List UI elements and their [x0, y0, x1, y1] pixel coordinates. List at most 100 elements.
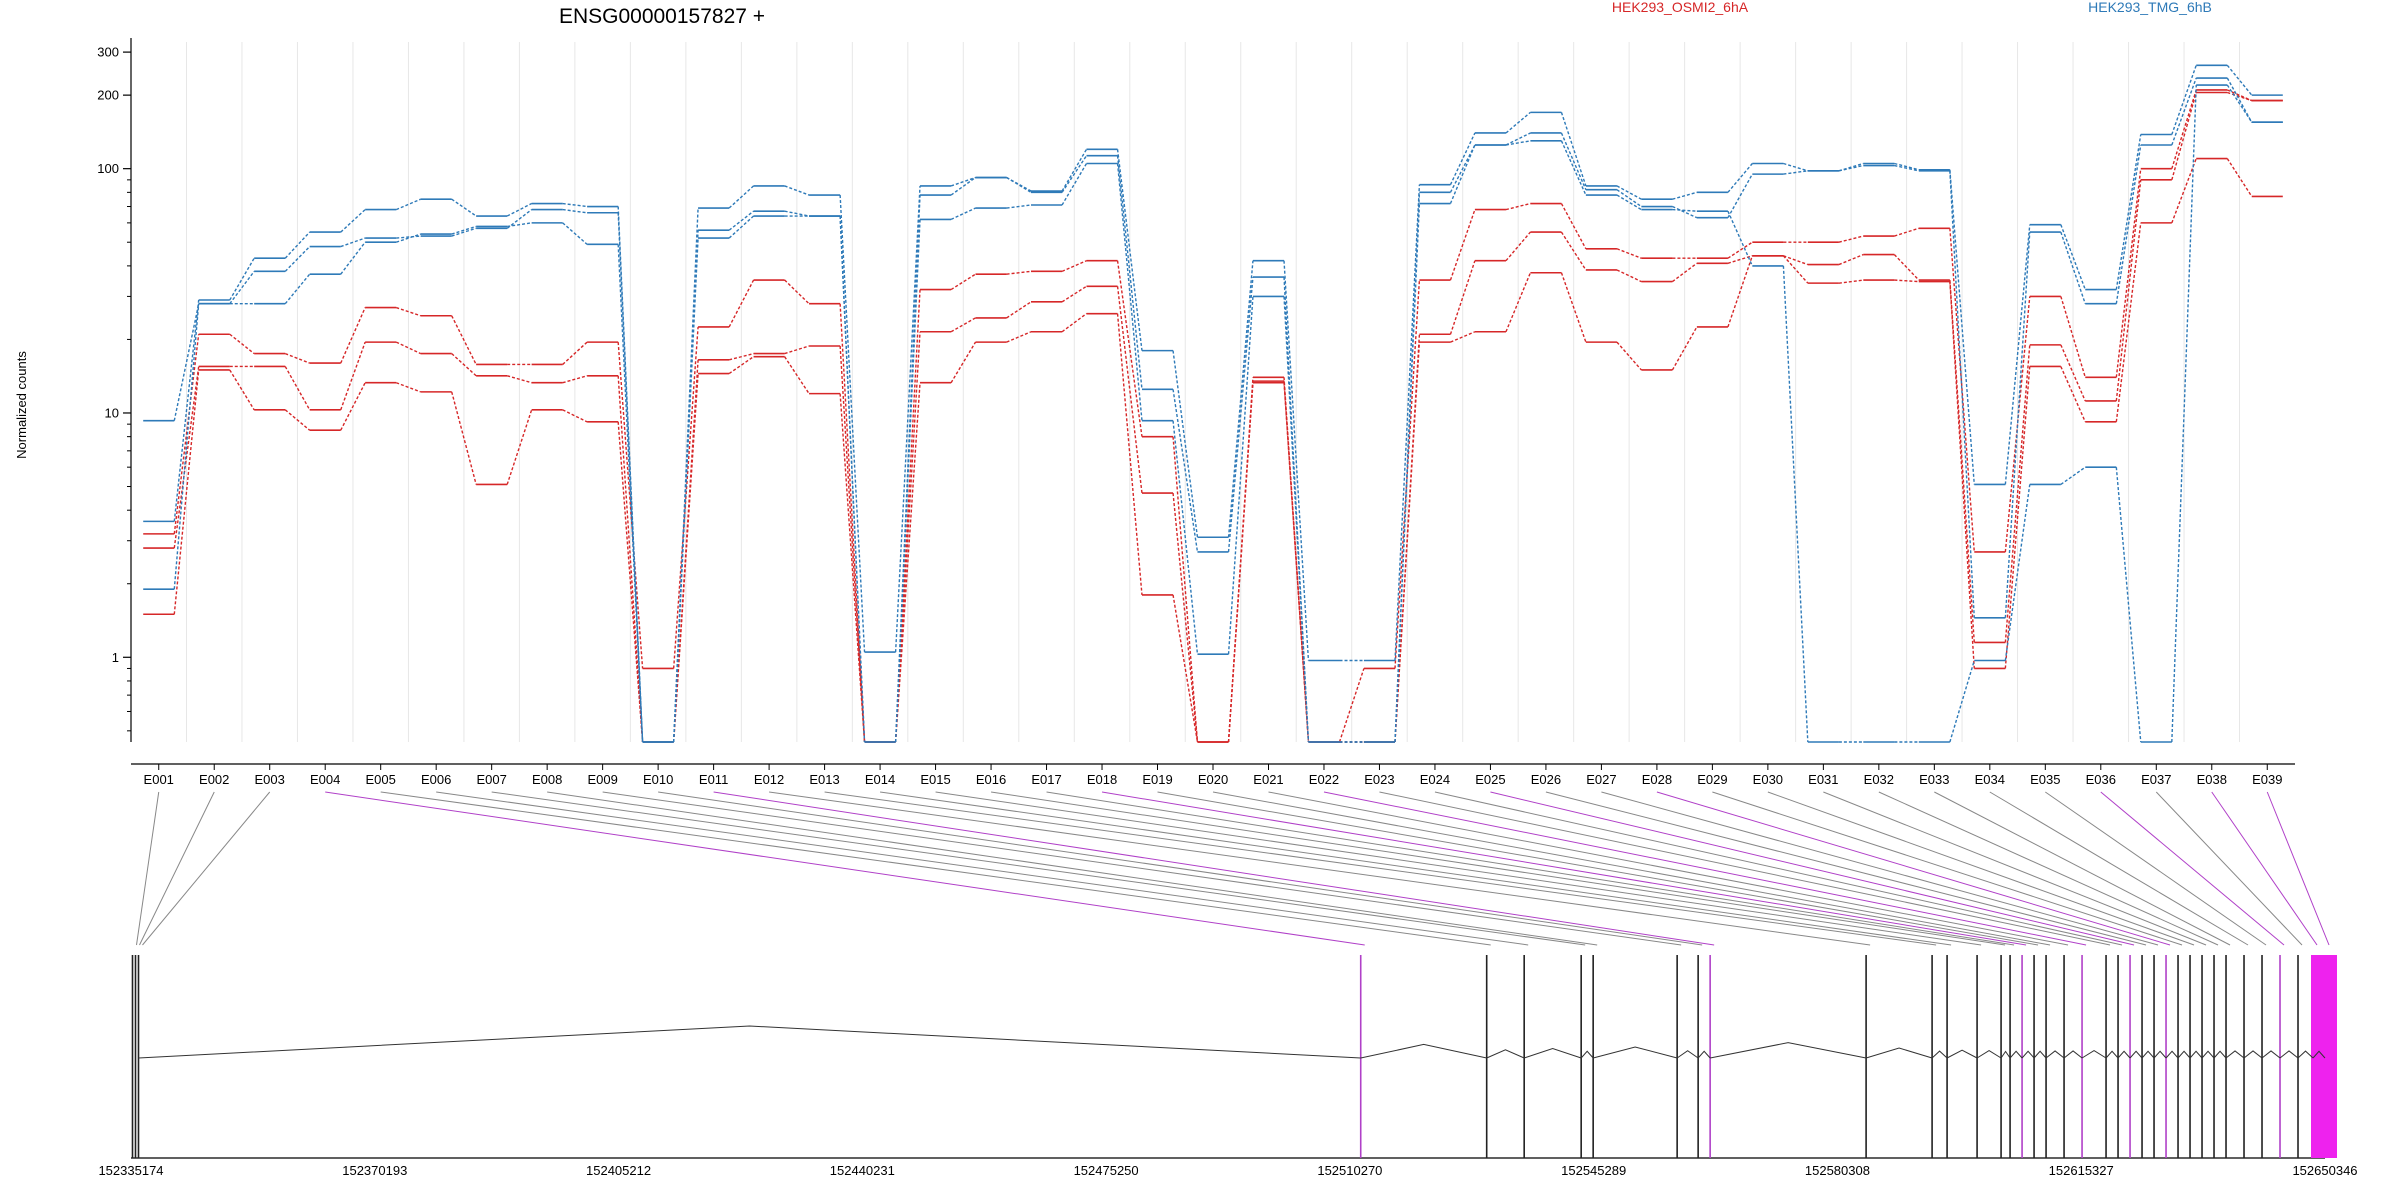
series-1-connector — [2227, 91, 2252, 102]
series-0-connector — [451, 315, 477, 365]
x-tick-label-e030: E030 — [1753, 772, 1783, 787]
series-2-connector — [672, 373, 699, 743]
series-2-connector — [1894, 279, 1919, 283]
intron-line — [2153, 1050, 2167, 1059]
series-3-connector — [2226, 64, 2253, 96]
series-3-connector — [2171, 65, 2197, 135]
intron-line — [1593, 1046, 1678, 1059]
exon-connector-e008 — [547, 791, 1598, 946]
x-tick-label-e027: E027 — [1586, 772, 1616, 787]
exon-connector-e028 — [1656, 791, 2171, 946]
intron-line — [2189, 1050, 2203, 1059]
series-5-connector — [507, 222, 532, 228]
exon-connector-e029 — [1712, 791, 2183, 946]
series-4-connector — [1783, 170, 1808, 175]
series-0-connector — [1838, 235, 1864, 243]
series-0-connector — [396, 306, 421, 317]
x-tick-label-e001: E001 — [144, 772, 174, 787]
exon-connector-e026 — [1545, 791, 2147, 946]
series-3-connector — [1783, 162, 1809, 172]
series-0-connector — [1449, 209, 1476, 281]
series-0-connector — [728, 279, 755, 328]
x-tick-label-e007: E007 — [476, 772, 506, 787]
intron-line — [2141, 1050, 2155, 1059]
exon-connector-e020 — [1212, 791, 2051, 946]
series-3-connector — [1672, 191, 1698, 200]
x-tick-label-e003: E003 — [255, 772, 285, 787]
series-4-connector — [1560, 132, 1587, 191]
series-3-connector — [1505, 111, 1531, 134]
series-5-connector — [284, 273, 311, 305]
series-3-connector — [1838, 162, 1864, 172]
intron-line — [2081, 1049, 2107, 1059]
series-4-connector — [562, 208, 588, 214]
series-4-connector — [1283, 277, 1310, 743]
exon-connector-e005 — [380, 791, 1491, 946]
x-tick-label-e034: E034 — [1975, 772, 2005, 787]
series-0-connector — [285, 352, 310, 364]
exon-connector-e027 — [1601, 791, 2159, 946]
x-tick-label-e020: E020 — [1198, 772, 1228, 787]
series-2-connector — [395, 382, 421, 393]
series-0-connector — [562, 341, 588, 365]
series-1-connector — [1172, 493, 1199, 743]
series-5-connector — [1172, 420, 1199, 655]
series-1-connector — [728, 352, 754, 361]
series-1-connector — [2171, 92, 2197, 181]
intron-line — [2261, 1050, 2281, 1059]
intron-line — [2000, 1050, 2011, 1059]
x-tick-label-e029: E029 — [1697, 772, 1727, 787]
series-4-connector — [1505, 132, 1531, 146]
series-5-connector — [1672, 208, 1697, 212]
intron-line — [2243, 1050, 2263, 1059]
series-2-connector — [1283, 382, 1310, 743]
series-4-connector — [1449, 144, 1476, 193]
series-2-connector — [284, 409, 311, 431]
exon-connector-e035 — [2045, 791, 2267, 946]
exon-connector-e009 — [602, 791, 1682, 946]
series-2-connector — [1727, 255, 1753, 328]
x-tick-label-e015: E015 — [920, 772, 950, 787]
series-1-connector — [2115, 179, 2142, 402]
series-3-connector — [1560, 112, 1587, 187]
series-4-connector — [1172, 389, 1199, 552]
series-1-connector — [1949, 280, 1975, 643]
exon-connector-e001 — [136, 791, 160, 946]
series-5-connector — [728, 215, 755, 239]
series-1-connector — [1505, 231, 1531, 262]
series-0-connector — [1560, 203, 1587, 250]
series-5-connector — [1505, 140, 1531, 146]
intron-line — [1486, 1049, 1525, 1059]
series-0-connector — [340, 307, 366, 364]
intron-line — [138, 1025, 1361, 1059]
exon-connector-e002 — [139, 791, 215, 946]
x-tick-label-e037: E037 — [2141, 772, 2171, 787]
series-2-connector — [506, 409, 533, 485]
x-tick-label-e019: E019 — [1142, 772, 1172, 787]
series-1-connector — [451, 353, 477, 377]
series-2-connector — [1782, 255, 1809, 284]
series-4-connector — [1227, 277, 1254, 552]
series-5-connector — [672, 238, 699, 743]
series-3-connector — [1172, 350, 1199, 538]
series-2-connector — [1116, 313, 1143, 595]
series-3-connector — [173, 299, 200, 522]
x-tick-label-e012: E012 — [754, 772, 784, 787]
intron-line — [2225, 1050, 2245, 1059]
series-0-connector — [2115, 168, 2142, 378]
series-1-connector — [395, 341, 421, 355]
x-tick-label-e017: E017 — [1031, 772, 1061, 787]
series-0-connector — [173, 334, 200, 534]
legend-label-osmi2: HEK293_OSMI2_6hA — [1612, 0, 1749, 15]
exon-connector-e039 — [2266, 791, 2330, 946]
series-2-connector — [1616, 341, 1642, 371]
x-tick-label-e009: E009 — [587, 772, 617, 787]
intron-line — [1931, 1050, 1948, 1059]
series-4-connector — [2115, 144, 2142, 304]
x-axis: E001 E002 E003 E004 E005 E006 E007 E008 E009 E010… — [131, 763, 2295, 787]
series-5-connector — [340, 241, 366, 275]
intron-line — [2009, 1050, 2023, 1059]
intron-line — [2045, 1050, 2065, 1059]
legend-label-tmg: HEK293_TMG_6hB — [2088, 0, 2212, 15]
series-3-connector — [1949, 169, 1975, 485]
